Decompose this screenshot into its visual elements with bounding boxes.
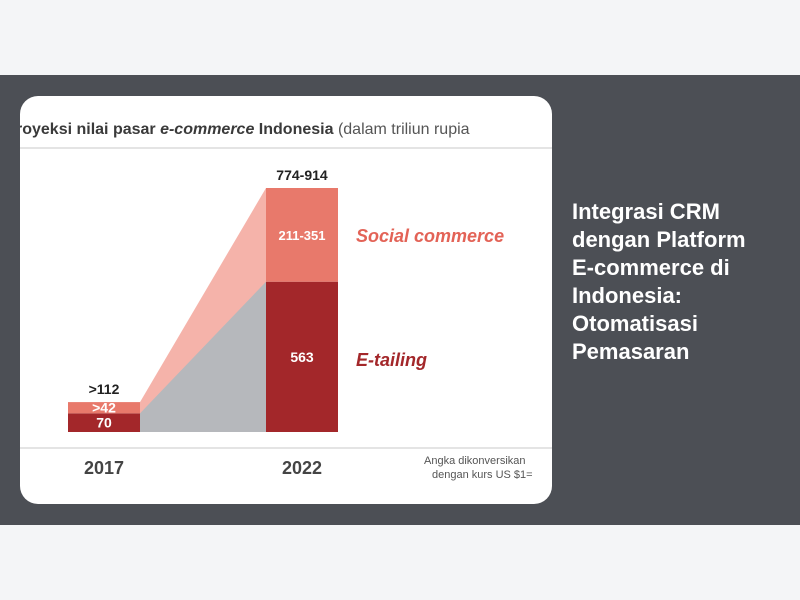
bar-2022-social-commerce: [266, 188, 338, 282]
data-label-2017-social: >42: [92, 400, 116, 416]
market-projection-chart: royeksi nilai pasar e-commerce Indonesia…: [20, 121, 552, 481]
total-label-2017: >112: [89, 381, 120, 397]
bar-2022-etailing: [266, 281, 338, 432]
data-label-2017-etailing: 70: [96, 415, 112, 431]
x-tick-2022: 2022: [282, 458, 322, 478]
x-tick-2017: 2017: [84, 458, 124, 478]
data-label-2022-social: 211-351: [279, 228, 326, 243]
legend-etailing: E-tailing: [356, 350, 427, 370]
total-label-2022: 774-914: [276, 167, 328, 183]
etailing-area: [140, 281, 266, 432]
chart-title: royeksi nilai pasar e-commerce Indonesia…: [20, 121, 470, 138]
chart-image-card: royeksi nilai pasar e-commerce Indonesia…: [20, 96, 552, 504]
article-title: Integrasi CRM dengan Platform E-commerce…: [572, 199, 746, 364]
data-label-2022-etailing: 563: [290, 349, 314, 365]
legend-social-commerce: Social commerce: [356, 226, 504, 246]
footnote-line-2: dengan kurs US $1=: [432, 469, 533, 481]
footnote-line-1: Angka dikonversikan: [424, 455, 526, 467]
bar-2017-etailing: [68, 413, 140, 432]
bar-2017-social-commerce: [68, 402, 140, 414]
